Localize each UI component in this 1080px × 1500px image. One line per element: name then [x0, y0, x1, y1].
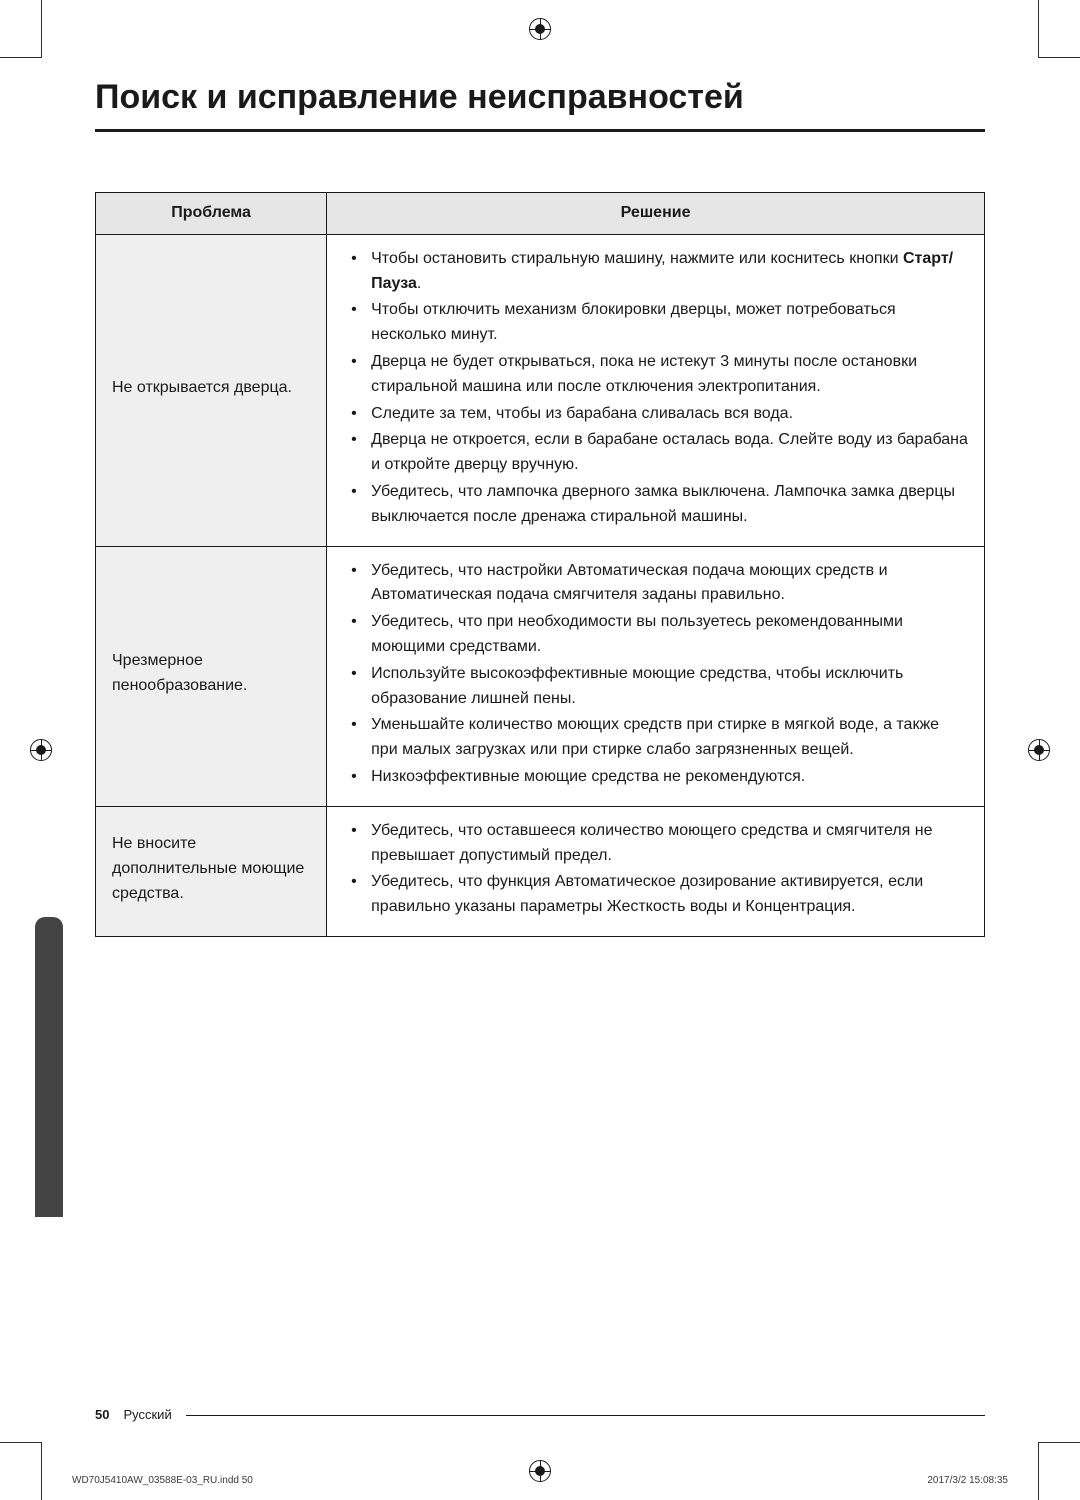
- footer-rule: [186, 1415, 985, 1416]
- list-item: Дверца не откроется, если в барабане ост…: [343, 428, 968, 478]
- list-item: Убедитесь, что лампочка дверного замка в…: [343, 480, 968, 530]
- solution-list: Убедитесь, что оставшееся количество мою…: [343, 819, 968, 920]
- list-item: Убедитесь, что настройки Автоматическая …: [343, 559, 968, 609]
- crop-mark-bl: [0, 1442, 42, 1500]
- crop-mark-tr: [1038, 0, 1080, 58]
- registration-mark-top-icon: [529, 18, 551, 40]
- problem-cell: Не вносите дополнительные моющие средств…: [96, 806, 327, 936]
- solution-list: Убедитесь, что настройки Автоматическая …: [343, 559, 968, 790]
- print-imprint: WD70J5410AW_03588E-03_RU.indd 50 2017/3/…: [72, 1475, 1008, 1486]
- registration-mark-left-icon: [30, 739, 52, 761]
- solution-cell: Убедитесь, что настройки Автоматическая …: [327, 546, 985, 806]
- page-title: Поиск и исправление неисправностей: [95, 78, 985, 132]
- solution-cell: Убедитесь, что оставшееся количество мою…: [327, 806, 985, 936]
- list-item: Следите за тем, чтобы из барабана сливал…: [343, 402, 968, 427]
- page-footer: 50 Русский: [95, 1407, 985, 1422]
- section-side-tab: Поиск и исправление неисправностей: [35, 917, 63, 1217]
- problem-cell: Чрезмерное пенообразование.: [96, 546, 327, 806]
- imprint-file: WD70J5410AW_03588E-03_RU.indd 50: [72, 1475, 253, 1486]
- list-item: Убедитесь, что функция Автоматическое до…: [343, 870, 968, 920]
- solution-list: Чтобы остановить стиральную машину, нажм…: [343, 247, 968, 530]
- list-item: Чтобы остановить стиральную машину, нажм…: [343, 247, 968, 297]
- list-item: Убедитесь, что при необходимости вы поль…: [343, 610, 968, 660]
- table-header-problem: Проблема: [96, 193, 327, 235]
- imprint-timestamp: 2017/3/2 15:08:35: [927, 1475, 1008, 1486]
- page-language: Русский: [123, 1407, 171, 1422]
- table-row: Не открывается дверца. Чтобы остановить с…: [96, 234, 985, 546]
- crop-mark-tl: [0, 0, 42, 58]
- list-item: Низкоэффективные моющие средства не реко…: [343, 765, 968, 790]
- crop-mark-br: [1038, 1442, 1080, 1500]
- troubleshooting-table: Проблема Решение Не открывается дверца.Ч…: [95, 192, 985, 937]
- list-item: Используйте высокоэффективные моющие сре…: [343, 662, 968, 712]
- table-header-solution: Решение: [327, 193, 985, 235]
- problem-cell: Не открывается дверца.: [96, 234, 327, 546]
- page-number: 50: [95, 1407, 109, 1422]
- list-item: Убедитесь, что оставшееся количество мою…: [343, 819, 968, 869]
- list-item: Чтобы отключить механизм блокировки двер…: [343, 298, 968, 348]
- list-item: Уменьшайте количество моющих средств при…: [343, 713, 968, 763]
- solution-cell: Чтобы остановить стиральную машину, нажм…: [327, 234, 985, 546]
- page-content: Поиск и исправление неисправностей Поиск…: [95, 78, 985, 1422]
- registration-mark-right-icon: [1028, 739, 1050, 761]
- table-row: Не вносите дополнительные моющие средств…: [96, 806, 985, 936]
- table-row: Чрезмерное пенообразование. Убедитесь, чт…: [96, 546, 985, 806]
- list-item: Дверца не будет открываться, пока не ист…: [343, 350, 968, 400]
